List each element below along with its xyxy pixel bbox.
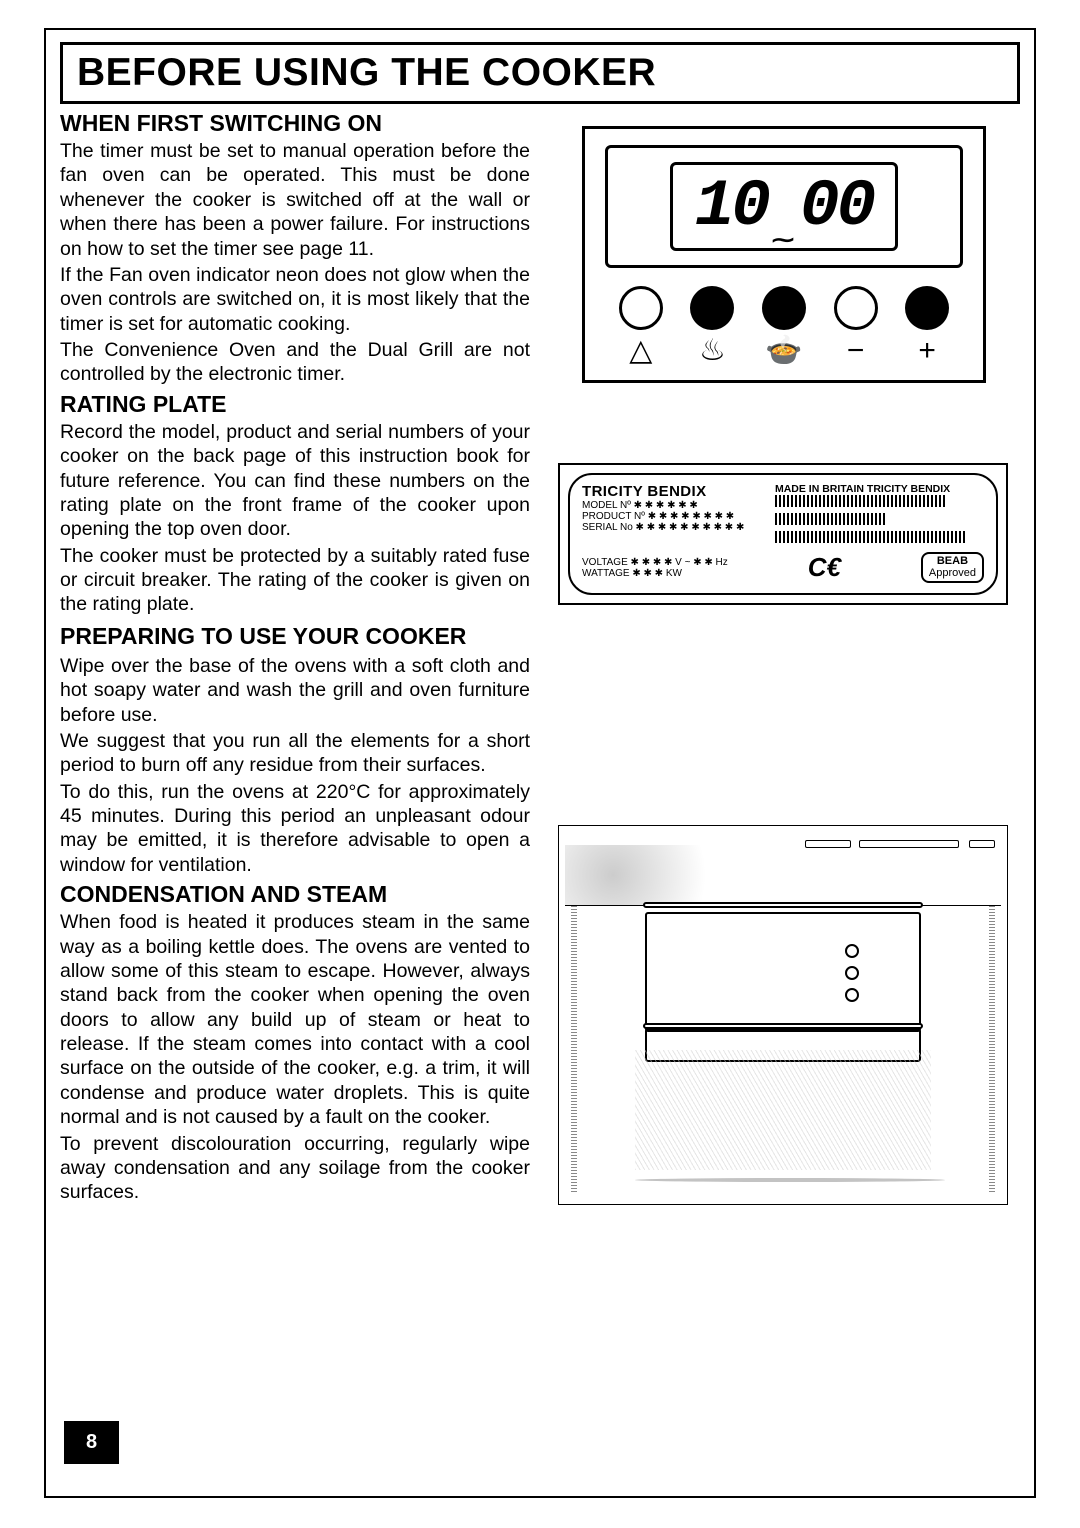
prepare-p3: To do this, run the ovens at 220°C for a… [60,780,530,878]
timer-digits-left: 10 [695,169,768,244]
rating-made-in: MADE IN BRITAIN TRICITY BENDIX [775,483,984,495]
barcode-icon [775,531,965,543]
plus-icon: + [918,336,936,366]
bell-icon: △ [629,336,652,366]
condensation-p1: When food is heated it produces steam in… [60,910,530,1129]
minus-icon: − [847,336,865,366]
beab-approved-badge: BEAB Approved [921,552,984,583]
content-area: WHEN FIRST SWITCHING ON The timer must b… [60,106,1020,1205]
prepare-p2: We suggest that you run all the elements… [60,729,530,778]
page-number: 8 [86,1431,97,1453]
rating-plate-diagram: TRICITY BENDIX MODEL Nº ✱ ✱ ✱ ✱ ✱ ✱ PROD… [558,463,1008,605]
ce-mark-icon: C€ [808,552,841,583]
hob-element-icon [805,840,851,848]
cooker-body [565,906,1001,1192]
timer-screen: 10 ⁓ 00 [670,162,898,251]
barcode-icon [775,495,945,507]
timer-btn-endtime: 🍲 [762,286,806,366]
page-title-bar: BEFORE USING THE COOKER [60,42,1020,104]
switching-p3: The Convenience Oven and the Dual Grill … [60,338,530,387]
rating-p2: The cooker must be protected by a suitab… [60,544,530,617]
beab-line2: Approved [929,568,976,580]
heading-condensation: CONDENSATION AND STEAM [60,881,530,908]
timer-separator-icon: ⁓ [772,228,796,254]
timer-button-row: △ ♨ 🍲 − + [595,286,973,370]
timer-btn-minus: − [834,286,878,366]
cooker-diagram [558,825,1008,1205]
solid-button-icon [690,286,734,330]
heading-switching-on: WHEN FIRST SWITCHING ON [60,110,530,137]
barcode-icon [775,513,885,525]
page-frame: BEFORE USING THE COOKER WHEN FIRST SWITC… [44,28,1036,1498]
beab-line1: BEAB [929,556,976,568]
hob-element-icon [969,840,995,848]
page-title: BEFORE USING THE COOKER [77,51,1003,95]
rating-wattage-row: WATTAGE ✱ ✱ ✱ KW [582,568,728,579]
heading-preparing: PREPARING TO USE YOUR COOKER [60,621,530,652]
switching-p2: If the Fan oven indicator neon does not … [60,263,530,336]
rating-brand: TRICITY BENDIX [582,483,767,500]
timer-panel-diagram: 10 ⁓ 00 △ ♨ 🍲 [582,126,986,383]
switching-p1: The timer must be set to manual operatio… [60,139,530,261]
hob-element-icon [859,840,959,848]
heading-rating-plate: RATING PLATE [60,391,530,418]
open-button-icon [834,286,878,330]
condensation-p2: To prevent discolouration occurring, reg… [60,1132,530,1205]
page-number-tab: 8 [64,1421,119,1464]
control-knob-icon [845,944,859,958]
cooker-hob [565,832,1001,906]
timer-btn-cooktime: ♨ [690,286,734,366]
rating-plate-inner: TRICITY BENDIX MODEL Nº ✱ ✱ ✱ ✱ ✱ ✱ PROD… [568,473,998,595]
prepare-p1: Wipe over the base of the ovens with a s… [60,654,530,727]
rating-serial-row: SERIAL No ✱ ✱ ✱ ✱ ✱ ✱ ✱ ✱ ✱ ✱ [582,522,767,533]
timer-screen-outer: 10 ⁓ 00 [605,145,963,268]
open-button-icon [619,286,663,330]
timer-btn-bell: △ [619,286,663,366]
cook-icon: ♨ [699,336,726,366]
rating-p1: Record the model, product and serial num… [60,420,530,542]
right-column: 10 ⁓ 00 △ ♨ 🍲 [548,106,1020,1205]
control-knob-icon [845,966,859,980]
control-knob-icon [845,988,859,1002]
steam-icon [565,845,725,905]
oven-door-bottom [635,1050,931,1170]
floor-shadow [635,1178,945,1182]
rating-product-row: PRODUCT Nº ✱ ✱ ✱ ✱ ✱ ✱ ✱ ✱ [582,511,767,522]
solid-button-icon [762,286,806,330]
rating-voltage-row: VOLTAGE ✱ ✱ ✱ ✱ V ~ ✱ ✱ Hz [582,557,728,568]
oven-door-top [645,912,921,1032]
left-column: WHEN FIRST SWITCHING ON The timer must b… [60,106,530,1205]
rating-model-row: MODEL Nº ✱ ✱ ✱ ✱ ✱ ✱ [582,500,767,511]
pot-icon: 🍲 [765,336,802,366]
oven-handle-icon [643,902,923,908]
solid-button-icon [905,286,949,330]
timer-btn-plus: + [905,286,949,366]
timer-digits-right: 00 [800,169,873,244]
